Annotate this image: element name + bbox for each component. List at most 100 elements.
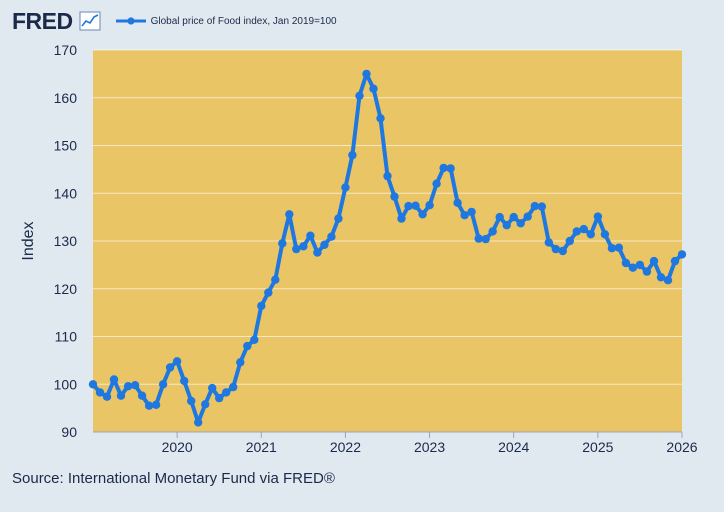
data-point (102, 392, 112, 401)
data-point (144, 401, 154, 410)
data-point (236, 358, 245, 367)
data-point (165, 363, 175, 372)
data-point (264, 288, 273, 297)
y-tick-label: 120 (54, 281, 78, 297)
data-point (411, 201, 420, 210)
data-point (257, 301, 266, 311)
data-point (250, 335, 259, 344)
x-tick-label: 2021 (246, 439, 277, 455)
source-note: Source: International Monetary Fund via … (12, 470, 335, 487)
data-point (607, 244, 617, 253)
data-point (180, 376, 189, 386)
data-point (677, 250, 687, 259)
data-point (614, 243, 624, 252)
data-point (383, 171, 392, 181)
data-point (313, 248, 322, 257)
line-chart-icon (79, 11, 101, 31)
data-point (341, 183, 350, 192)
data-point (334, 214, 343, 223)
y-tick-label: 140 (54, 185, 78, 201)
y-tick-label: 130 (54, 233, 78, 249)
data-point (467, 207, 476, 217)
data-point (621, 258, 631, 268)
y-tick-label: 110 (55, 329, 78, 345)
data-point (292, 244, 301, 254)
data-point (376, 114, 385, 123)
data-point (151, 400, 161, 409)
data-point (320, 240, 329, 249)
data-point (271, 275, 280, 284)
data-point (530, 201, 539, 211)
data-point (558, 246, 567, 256)
data-point (460, 211, 469, 220)
data-point (523, 212, 532, 221)
x-tick-label: 2026 (666, 439, 697, 455)
data-point (215, 393, 224, 403)
data-point (474, 234, 483, 243)
data-point (425, 201, 434, 210)
data-point (229, 382, 238, 392)
data-point (670, 256, 680, 266)
legend: Global price of Food index, Jan 2019=100 (115, 16, 337, 27)
y-axis-label: Index (20, 221, 37, 260)
data-point (418, 210, 427, 219)
data-point (348, 150, 357, 160)
y-tick-label: 170 (54, 42, 78, 58)
data-point (362, 69, 371, 79)
data-point (243, 341, 252, 351)
data-point (572, 227, 581, 236)
x-tick-label: 2025 (582, 439, 613, 455)
data-point (123, 382, 133, 391)
data-point (446, 164, 455, 173)
fred-logo[interactable]: FRED (12, 7, 73, 34)
data-point (481, 234, 490, 244)
data-point (158, 380, 168, 389)
data-point (109, 375, 119, 384)
data-point (565, 236, 574, 246)
y-tick-label: 100 (54, 376, 78, 392)
data-point (201, 400, 210, 409)
data-point (187, 396, 196, 406)
data-point (194, 418, 203, 427)
x-tick-label: 2020 (162, 439, 193, 455)
data-point (306, 231, 315, 240)
data-point (439, 163, 448, 173)
data-point (404, 201, 413, 211)
data-point (600, 230, 610, 239)
data-point (88, 380, 98, 389)
data-point (208, 383, 217, 393)
data-point (222, 388, 231, 397)
data-point (369, 84, 378, 93)
data-point (278, 239, 287, 248)
data-point (509, 212, 518, 222)
legend-swatch-icon (115, 17, 146, 25)
data-point (516, 219, 525, 228)
y-tick-label: 150 (54, 138, 78, 154)
data-point (544, 238, 553, 247)
data-point (390, 192, 399, 201)
y-tick-label: 160 (54, 90, 78, 106)
data-point (663, 276, 673, 285)
data-point (172, 357, 182, 366)
data-point (656, 273, 666, 282)
y-tick-label: 90 (61, 424, 77, 440)
data-point (649, 256, 659, 266)
data-point (327, 232, 336, 241)
data-point (628, 263, 638, 272)
data-point (642, 267, 652, 276)
data-point (432, 179, 441, 188)
data-point (579, 224, 588, 234)
x-tick-label: 2022 (330, 439, 361, 455)
data-point (397, 214, 406, 223)
data-point (453, 198, 462, 207)
data-point (95, 388, 105, 397)
data-point (299, 242, 308, 251)
x-tick-label: 2023 (414, 439, 445, 455)
data-point (551, 244, 560, 254)
x-tick-label: 2024 (498, 439, 529, 455)
legend-label: Global price of Food index, Jan 2019=100 (150, 15, 337, 27)
data-point (137, 391, 147, 400)
data-point (355, 91, 364, 101)
data-point (593, 212, 603, 221)
